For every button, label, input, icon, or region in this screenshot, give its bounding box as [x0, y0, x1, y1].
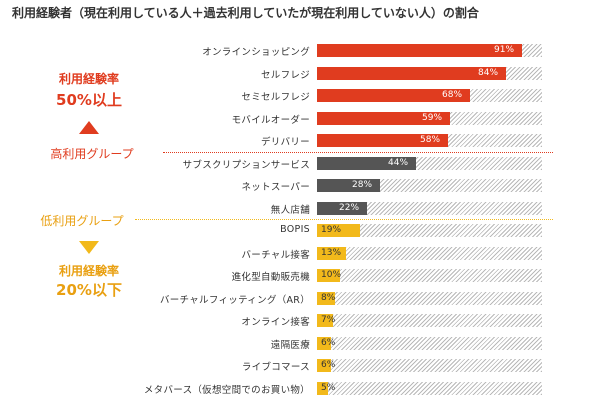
low-rate-label: 利用経験率 — [58, 264, 119, 278]
bar-track: 84% — [317, 66, 542, 80]
value-label: 8% — [321, 292, 336, 303]
bar-track: 6% — [317, 336, 542, 350]
bar-row: メタバース（仮想空間でのお買い物） 5% — [0, 380, 600, 400]
category-label: ネットスーパー — [241, 182, 310, 193]
bar-track: 68% — [317, 89, 542, 102]
high-rate-value: 50%以上 — [56, 91, 122, 109]
bar — [317, 359, 331, 372]
bar-track: 58% — [317, 134, 542, 147]
bar-row: セルフレジ 84% — [0, 65, 600, 85]
value-label: 68% — [442, 90, 463, 100]
bar — [317, 89, 470, 102]
value-label: 10% — [321, 270, 342, 280]
bar — [317, 66, 506, 80]
bar-row: 進化型自動販売機 10% — [0, 267, 600, 287]
bar-row: オンラインショッピング 91% — [0, 42, 600, 62]
category-label: 進化型自動販売機 — [231, 272, 310, 283]
high-rate-label: 利用経験率 — [58, 72, 119, 86]
bar — [317, 291, 335, 305]
bar-track: 28% — [317, 179, 542, 192]
bar-track: 22% — [317, 201, 542, 215]
bar-row: サブスクリプションサービス 44% — [0, 155, 600, 175]
category-label: 遠隔医療 — [270, 339, 310, 351]
bar-row: ライブコマース 6% — [0, 357, 600, 377]
value-label: 6% — [321, 360, 336, 370]
bar — [317, 269, 340, 282]
value-label: 91% — [494, 45, 515, 55]
category-label: モバイルオーダー — [231, 114, 310, 126]
low-group-divider — [135, 219, 553, 220]
bar-row: モバイルオーダー 59% — [0, 110, 600, 130]
category-label: オンライン接客 — [241, 317, 310, 328]
down-arrow-icon — [79, 241, 99, 254]
bar-track: 13% — [317, 246, 542, 260]
up-arrow-icon — [79, 121, 99, 134]
bar-track: 10% — [317, 269, 542, 282]
bar-track: 5% — [317, 381, 542, 395]
category-label: セルフレジ — [260, 69, 310, 81]
bar — [317, 224, 360, 237]
bar-track: 59% — [317, 111, 542, 125]
high-group-divider — [163, 152, 553, 153]
category-label: デリバリー — [260, 137, 310, 148]
bar-track: 91% — [317, 44, 542, 57]
bar-track: 7% — [317, 314, 542, 327]
value-label: 5% — [321, 382, 336, 393]
low-rate-value: 20%以下 — [56, 281, 122, 299]
bar — [317, 111, 450, 125]
category-label: メタバース（仮想空間でのお買い物） — [143, 384, 310, 396]
bar-row: ネットスーパー 28% — [0, 177, 600, 197]
value-label: 6% — [321, 337, 336, 348]
bar-row: 無人店舗 22% — [0, 200, 600, 220]
bar-row: セミセルフレジ 68% — [0, 87, 600, 107]
value-label: 84% — [478, 67, 499, 78]
bar-track: 44% — [317, 156, 542, 170]
category-label: セミセルフレジ — [241, 92, 310, 103]
category-label: バーチャルフィッティング（AR） — [159, 294, 310, 306]
low-group-label: 低利用グループ — [40, 214, 124, 228]
bar — [317, 381, 328, 395]
value-label: 59% — [422, 112, 443, 123]
value-label: 44% — [388, 157, 409, 168]
bar — [317, 201, 367, 215]
value-label: 22% — [339, 202, 360, 213]
bar — [317, 179, 380, 192]
category-label: オンラインショッピング — [202, 47, 310, 58]
value-label: 28% — [352, 180, 373, 190]
bar — [317, 246, 346, 260]
bar-track: 8% — [317, 291, 542, 305]
value-label: 19% — [321, 225, 342, 235]
bar — [317, 134, 448, 147]
value-label: 7% — [321, 315, 336, 325]
category-label: サブスクリプションサービス — [182, 159, 310, 171]
bar — [317, 156, 416, 170]
bar-row: バーチャルフィッティング（AR） 8% — [0, 290, 600, 310]
bar — [317, 314, 333, 327]
category-label: 無人店舗 — [270, 204, 310, 216]
bar-track: 6% — [317, 359, 542, 372]
value-label: 13% — [321, 247, 342, 258]
bar-row: バーチャル接客 13% — [0, 245, 600, 265]
bar — [317, 336, 331, 350]
category-label: BOPIS — [280, 224, 310, 235]
bar-row: 遠隔医療 6% — [0, 335, 600, 355]
bar-row: オンライン接客 7% — [0, 312, 600, 332]
bar — [317, 44, 522, 57]
category-label: ライブコマース — [241, 362, 310, 373]
value-label: 58% — [420, 135, 441, 145]
chart-title: 利用経験者（現在利用している人＋過去利用していたが現在利用していない人）の割合 — [12, 6, 479, 20]
bar-row: デリバリー 58% — [0, 132, 600, 152]
high-group-label: 高利用グループ — [50, 147, 134, 161]
bar-row: BOPIS 19% — [0, 222, 600, 242]
category-label: バーチャル接客 — [241, 249, 310, 261]
bar-track: 19% — [317, 224, 542, 237]
